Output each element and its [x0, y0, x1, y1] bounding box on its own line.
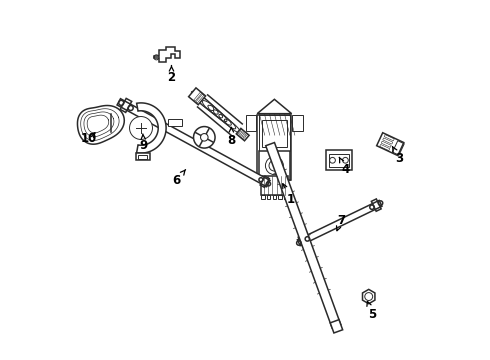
- Text: 7: 7: [337, 214, 345, 231]
- Polygon shape: [330, 320, 343, 333]
- Polygon shape: [261, 176, 288, 195]
- Polygon shape: [325, 150, 352, 170]
- Text: 8: 8: [227, 127, 236, 147]
- Text: 2: 2: [168, 66, 175, 84]
- Circle shape: [200, 134, 208, 141]
- Polygon shape: [168, 119, 182, 126]
- Polygon shape: [297, 201, 382, 246]
- Text: 1: 1: [283, 184, 295, 206]
- Polygon shape: [257, 99, 292, 114]
- Polygon shape: [363, 289, 375, 304]
- Polygon shape: [137, 103, 166, 153]
- Polygon shape: [136, 153, 150, 160]
- Polygon shape: [77, 105, 124, 144]
- Polygon shape: [377, 133, 404, 156]
- Circle shape: [129, 117, 152, 139]
- Polygon shape: [266, 143, 341, 328]
- Polygon shape: [236, 129, 249, 141]
- Polygon shape: [189, 88, 206, 105]
- Text: 9: 9: [140, 134, 148, 152]
- Polygon shape: [257, 116, 292, 180]
- Polygon shape: [153, 47, 180, 62]
- Polygon shape: [259, 151, 290, 180]
- Text: 5: 5: [367, 301, 376, 321]
- Text: 3: 3: [392, 147, 403, 165]
- Text: 4: 4: [339, 157, 349, 176]
- Polygon shape: [117, 99, 270, 187]
- Text: 6: 6: [173, 170, 186, 186]
- Text: 10: 10: [81, 132, 97, 145]
- Circle shape: [194, 127, 215, 148]
